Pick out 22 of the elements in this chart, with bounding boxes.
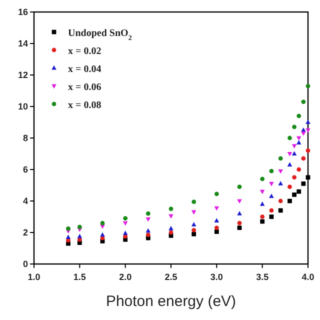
x-tick-label: 3.0 [210,272,223,282]
y-tick-label: 4 [22,196,28,206]
x-axis-title: Photon energy (eV) [106,293,236,310]
x-tick-label: 3.5 [256,272,269,282]
x-tick-label: 2.5 [164,272,178,282]
y-tick-label: 12 [18,70,28,80]
x-tick-label: 2.0 [119,272,132,282]
legend-label: Undoped SnO$_{2}$ [68,28,132,42]
x-tick-label: 1.5 [73,272,86,282]
legend-label: x = 0.08 [68,100,102,111]
y-tick-label: 0 [22,259,28,269]
legend-label: x = 0.02 [68,46,102,57]
y-tick-label: 14 [18,38,28,48]
legend-label: x = 0.06 [68,82,102,93]
x-tick-label: 1.0 [28,272,40,282]
legend-label: x = 0.04 [68,64,102,75]
y-tick-label: 10 [18,102,28,112]
y-tick-label: 2 [22,228,28,238]
x-tick-label: 4.0 [302,272,314,282]
y-tick-label: 6 [22,164,28,174]
y-tick-label: 8 [22,133,28,143]
y-tick-label: 16 [18,7,28,17]
